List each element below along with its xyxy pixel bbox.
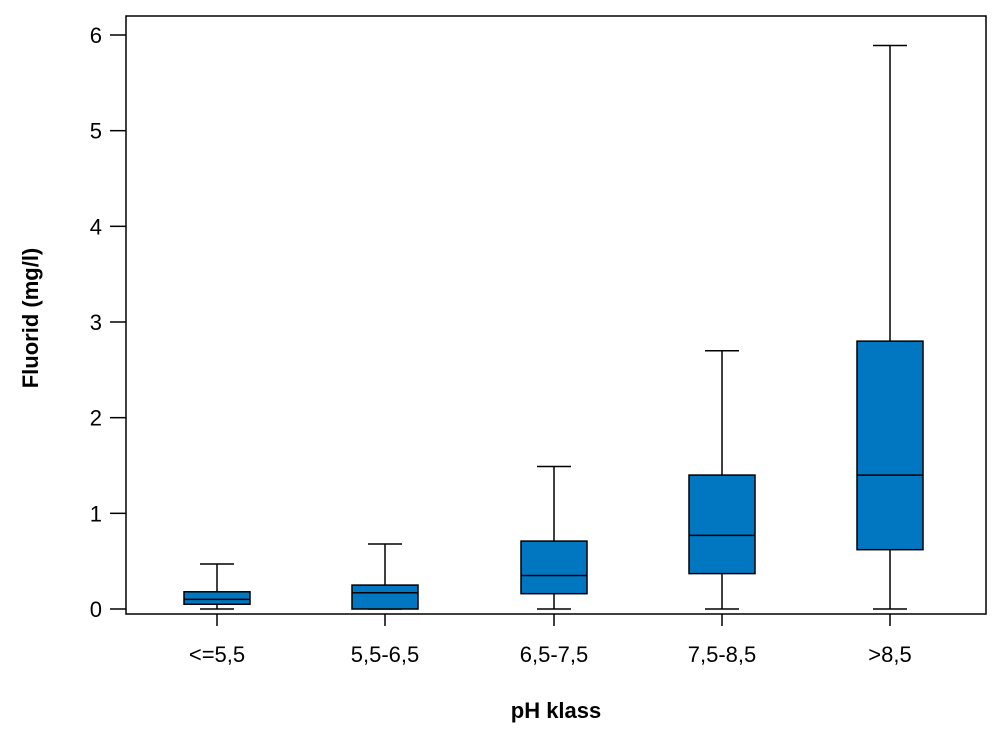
x-tick-label: 6,5-7,5 bbox=[520, 642, 589, 667]
x-tick-label: 7,5-8,5 bbox=[688, 642, 757, 667]
y-axis: 0 1 2 3 4 5 6 bbox=[90, 23, 126, 622]
iqr-box bbox=[351, 584, 419, 610]
iqr-box bbox=[183, 591, 251, 605]
box-2 bbox=[351, 543, 419, 610]
iqr-box bbox=[520, 540, 588, 595]
box-1 bbox=[183, 563, 251, 610]
box-3 bbox=[520, 465, 588, 610]
x-axis-title: pH klass bbox=[511, 698, 602, 723]
box-series bbox=[183, 44, 924, 610]
iqr-box bbox=[688, 474, 756, 575]
x-tick-label: <=5,5 bbox=[189, 642, 245, 667]
y-tick-label: 1 bbox=[90, 501, 102, 526]
y-tick-label: 0 bbox=[90, 597, 102, 622]
y-tick-label: 2 bbox=[90, 406, 102, 431]
y-tick-label: 5 bbox=[90, 119, 102, 144]
iqr-box bbox=[856, 340, 924, 551]
box-5 bbox=[856, 44, 924, 610]
y-tick-label: 6 bbox=[90, 23, 102, 48]
box-4 bbox=[688, 349, 756, 610]
y-axis-title: Fluorid (mg/l) bbox=[18, 248, 43, 389]
y-tick-label: 3 bbox=[90, 310, 102, 335]
x-tick-label: >8,5 bbox=[868, 642, 911, 667]
plot-frame bbox=[125, 15, 987, 615]
y-tick-label: 4 bbox=[90, 214, 102, 239]
x-tick-label: 5,5-6,5 bbox=[351, 642, 420, 667]
x-axis: <=5,5 5,5-6,5 6,5-7,5 7,5-8,5 >8,5 bbox=[189, 614, 912, 667]
